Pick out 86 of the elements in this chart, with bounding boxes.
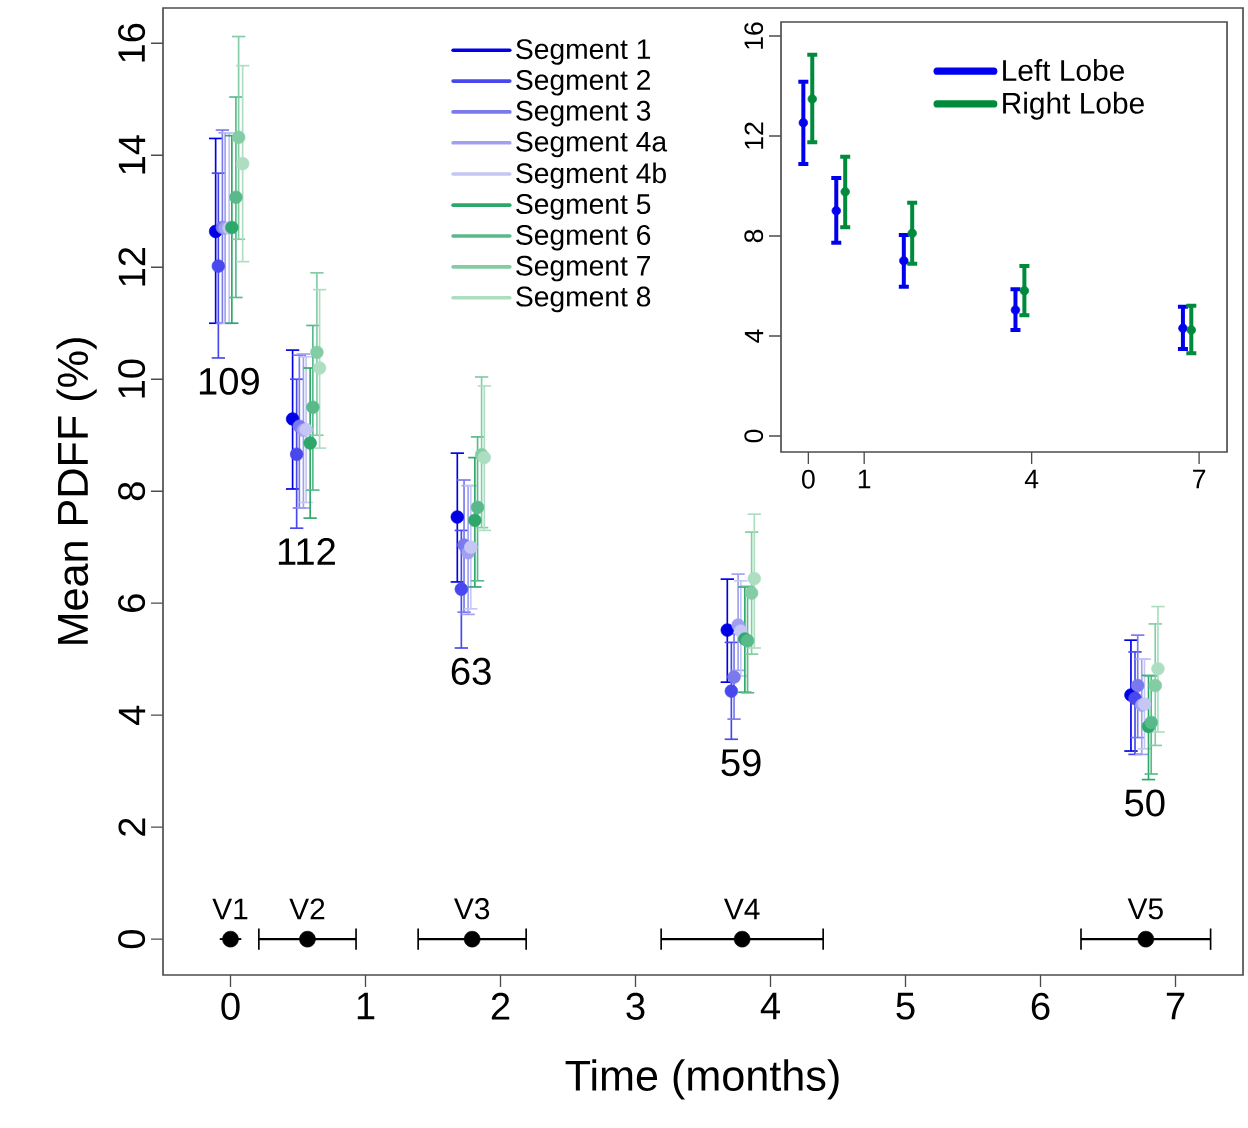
legend-label: Segment 1 (516, 39, 651, 65)
legend-label: Segment 7 (516, 255, 650, 282)
point (470, 500, 485, 515)
x-tick-label: 1 (858, 469, 871, 489)
legend-label: Right Lobe (1003, 91, 1144, 120)
x-axis-title: Time (months) (565, 1059, 839, 1100)
x-tick-label: 2 (491, 992, 510, 1020)
point (1010, 305, 1021, 315)
point (899, 256, 909, 266)
point (468, 513, 482, 527)
annotation: 112 (278, 538, 335, 565)
y-axis-title: Mean PDFF (%) (56, 338, 97, 644)
point (211, 259, 226, 273)
point (235, 156, 250, 171)
y-tick-label: 8 (118, 482, 146, 501)
data-label: V5 (1127, 898, 1163, 920)
y-tick-label: 16 (744, 22, 764, 49)
point (463, 930, 481, 948)
point (450, 510, 464, 524)
point (464, 540, 478, 554)
point (1144, 715, 1158, 730)
point (744, 586, 759, 600)
legend-label: Segment 2 (516, 69, 650, 96)
y-tick-label: 14 (118, 135, 146, 174)
point (229, 190, 243, 204)
data-label: V2 (289, 898, 325, 920)
annotation: 63 (451, 657, 491, 685)
point (303, 436, 317, 450)
point (907, 228, 917, 238)
point (807, 94, 817, 104)
point (798, 118, 808, 128)
y-tick-label: 4 (744, 329, 764, 343)
y-tick-label: 10 (118, 359, 146, 398)
x-tick-label: 0 (221, 992, 240, 1020)
point (222, 930, 239, 948)
annotation: 59 (721, 749, 761, 777)
point (831, 206, 841, 216)
legend-label: Segment 4b (516, 162, 666, 189)
point (306, 400, 320, 414)
legend-label: Segment 4a (516, 131, 668, 158)
point (289, 447, 304, 461)
point (1019, 286, 1030, 296)
point (1137, 930, 1155, 948)
point (724, 684, 739, 698)
point (454, 582, 469, 596)
x-tick-label: 1 (357, 992, 375, 1020)
point (840, 187, 850, 197)
y-tick-label: 16 (118, 23, 146, 62)
x-tick-label: 7 (1166, 992, 1185, 1020)
point (299, 930, 316, 948)
legend-label: Left Lobe (1003, 59, 1124, 82)
x-tick-label: 5 (896, 992, 915, 1020)
data-label: V1 (212, 898, 248, 920)
y-tick-label: 4 (118, 705, 146, 725)
y-tick-label: 8 (744, 229, 764, 243)
point (720, 623, 734, 637)
point (1148, 678, 1162, 693)
legend-label: Segment 5 (516, 194, 651, 220)
point (1186, 325, 1196, 335)
data-label: V3 (454, 898, 490, 920)
y-tick-label: 12 (744, 122, 764, 149)
annotation: 50 (1125, 789, 1165, 817)
x-tick-label: 6 (1031, 992, 1050, 1020)
legend-label: Segment 6 (516, 224, 651, 251)
x-tick-label: 7 (1193, 469, 1206, 489)
point (310, 345, 324, 360)
annotation: 109 (199, 367, 259, 395)
x-tick-label: 4 (1024, 469, 1039, 489)
point (733, 930, 751, 948)
data-label: V4 (724, 898, 760, 920)
point (231, 130, 246, 144)
y-tick-label: 12 (118, 247, 146, 286)
legend-label: Segment 8 (516, 286, 651, 313)
point (727, 670, 741, 684)
y-tick-label: 6 (118, 594, 146, 612)
legend-label: Segment 3 (516, 100, 651, 127)
point (1178, 323, 1188, 333)
point (1131, 678, 1145, 693)
point (747, 571, 761, 586)
y-tick-label: 0 (744, 429, 764, 443)
y-tick-label: 2 (118, 818, 146, 836)
point (1151, 662, 1165, 676)
x-tick-label: 3 (626, 992, 645, 1020)
x-tick-label: 0 (802, 469, 815, 489)
point (312, 361, 327, 375)
y-tick-label: 0 (118, 930, 146, 949)
